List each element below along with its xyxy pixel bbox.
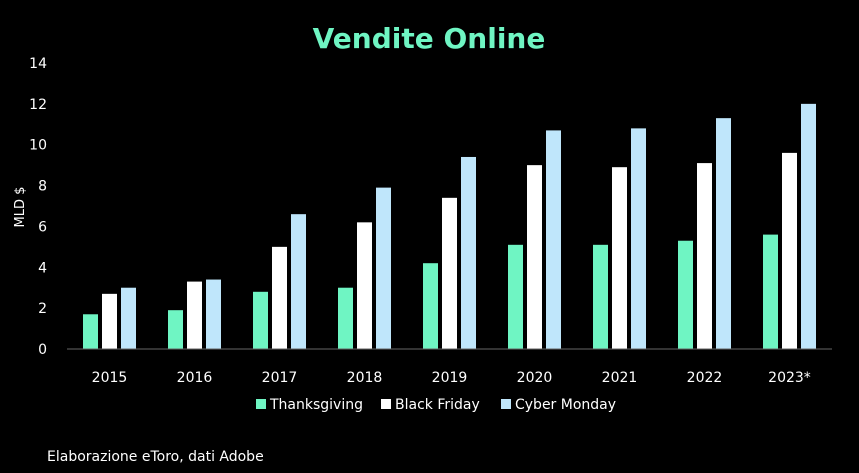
x-tick-label: 2020 [517, 370, 553, 386]
y-tick-label: 6 [38, 219, 47, 235]
bar-cyber-monday-2019 [461, 156, 476, 349]
source-note: Elaborazione eToro, dati Adobe [47, 449, 264, 465]
legend-label-cyber-monday: Cyber Monday [515, 397, 616, 413]
bar-thanksgiving-2017 [253, 291, 268, 349]
x-axis-ticks: 2015 2016 2017 2018 2019 2020 2021 2022 2023* [92, 370, 811, 386]
y-tick-label: 2 [38, 301, 47, 317]
x-tick-label: 2018 [347, 370, 383, 386]
bar-black-friday-2016 [187, 281, 202, 349]
y-tick-label: 4 [38, 260, 47, 276]
bar-black-friday-2021 [612, 167, 627, 349]
x-tick-label: 2017 [262, 370, 298, 386]
bar-thanksgiving-2021 [593, 244, 608, 349]
bar-cyber-monday-2022 [716, 118, 731, 350]
bars-group [83, 103, 816, 350]
y-tick-label: 10 [29, 138, 47, 154]
y-tick-label: 12 [29, 97, 47, 113]
legend-swatch-black-friday [381, 399, 391, 409]
legend-swatch-thanksgiving [256, 399, 266, 409]
y-axis-label: MLD $ [13, 187, 28, 228]
legend-label-black-friday: Black Friday [395, 397, 480, 413]
x-tick-label: 2019 [432, 370, 468, 386]
y-tick-label: 14 [29, 56, 47, 72]
bar-thanksgiving-2023 [763, 234, 778, 349]
bar-thanksgiving-2015 [83, 314, 98, 349]
bar-thanksgiving-2018 [338, 287, 353, 349]
bar-black-friday-2015 [102, 293, 117, 349]
bar-cyber-monday-2023 [801, 103, 816, 349]
bar-thanksgiving-2020 [508, 244, 523, 349]
x-tick-label: 2016 [177, 370, 213, 386]
x-tick-label: 2015 [92, 370, 128, 386]
y-tick-label: 0 [38, 342, 47, 358]
bar-black-friday-2017 [272, 246, 287, 349]
bar-cyber-monday-2015 [121, 287, 136, 349]
bar-black-friday-2023 [782, 152, 797, 349]
bar-cyber-monday-2017 [291, 214, 306, 349]
bar-thanksgiving-2019 [423, 263, 438, 349]
x-tick-label: 2023* [768, 370, 811, 386]
x-tick-label: 2021 [602, 370, 638, 386]
bar-black-friday-2018 [357, 222, 372, 349]
bar-black-friday-2022 [697, 163, 712, 349]
bar-cyber-monday-2021 [631, 128, 646, 349]
y-axis-ticks: 0 2 4 6 8 10 12 14 [29, 56, 47, 358]
bar-black-friday-2019 [442, 197, 457, 349]
bar-thanksgiving-2022 [678, 240, 693, 349]
bar-cyber-monday-2018 [376, 187, 391, 349]
y-tick-label: 8 [38, 179, 47, 195]
bar-black-friday-2020 [527, 165, 542, 349]
legend-label-thanksgiving: Thanksgiving [269, 397, 363, 413]
legend: Thanksgiving Black Friday Cyber Monday [256, 397, 616, 413]
legend-swatch-cyber-monday [501, 399, 511, 409]
chart-title: Vendite Online [313, 22, 546, 55]
bar-cyber-monday-2020 [546, 130, 561, 349]
bar-thanksgiving-2016 [168, 310, 183, 349]
bar-cyber-monday-2016 [206, 279, 221, 349]
x-tick-label: 2022 [687, 370, 723, 386]
